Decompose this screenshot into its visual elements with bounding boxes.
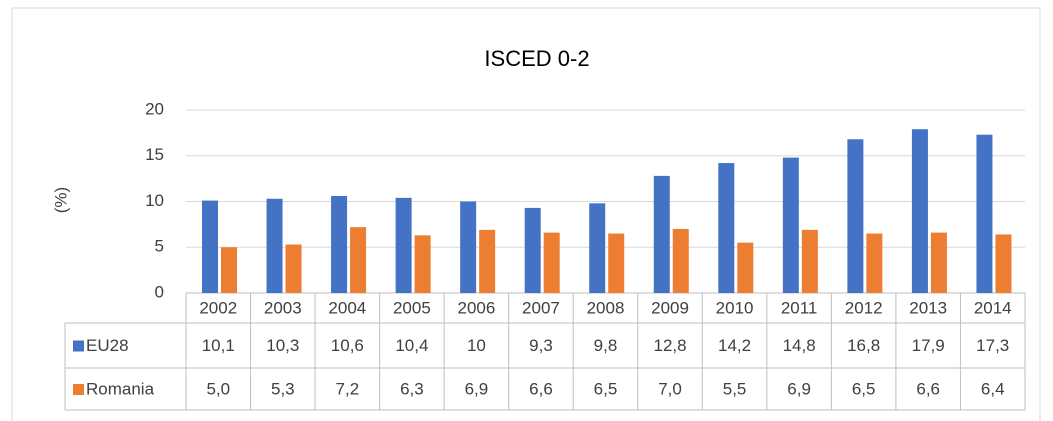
bar xyxy=(847,139,864,293)
table-value: 6,6 xyxy=(916,379,940,398)
table-value: 10,3 xyxy=(266,336,299,355)
bar xyxy=(350,227,367,293)
bar xyxy=(479,229,496,293)
bar xyxy=(266,198,283,293)
table-value: 14,8 xyxy=(783,336,816,355)
bar xyxy=(285,244,302,293)
y-tick-label: 0 xyxy=(155,282,164,301)
table-value: 6,9 xyxy=(787,379,811,398)
table-value: 10,4 xyxy=(395,336,428,355)
y-axis-label: (%) xyxy=(51,187,70,213)
x-tick-label: 2009 xyxy=(651,298,689,317)
legend-swatch xyxy=(73,340,84,352)
chart-title: ISCED 0-2 xyxy=(484,46,589,71)
table-value: 10,1 xyxy=(202,336,235,355)
bar xyxy=(976,134,993,293)
table-value: 9,3 xyxy=(529,336,553,355)
bar xyxy=(911,129,928,293)
table-value: 12,8 xyxy=(653,336,686,355)
x-tick-label: 2007 xyxy=(522,298,560,317)
table-value: 6,5 xyxy=(852,379,876,398)
x-tick-label: 2011 xyxy=(781,298,818,317)
bar xyxy=(782,157,799,293)
bar xyxy=(221,247,237,293)
table-value: 6,3 xyxy=(400,379,424,398)
table-value: 6,4 xyxy=(981,379,1005,398)
table-value: 17,3 xyxy=(976,336,1009,355)
table-value: 17,9 xyxy=(912,336,945,355)
x-tick-label: 2003 xyxy=(264,298,302,317)
bar xyxy=(995,234,1012,293)
bar xyxy=(608,233,625,293)
bar xyxy=(524,207,541,293)
y-tick-label: 5 xyxy=(155,237,164,256)
table-value: 5,3 xyxy=(271,379,295,398)
x-tick-label: 2008 xyxy=(587,298,625,317)
table-value: 10,6 xyxy=(331,336,364,355)
table-value: 14,2 xyxy=(718,336,751,355)
x-tick-label: 2010 xyxy=(716,298,754,317)
y-tick-label: 20 xyxy=(145,99,164,118)
x-tick-label: 2004 xyxy=(328,298,366,317)
table-value: 16,8 xyxy=(847,336,880,355)
bar xyxy=(737,242,754,293)
table-value: 6,5 xyxy=(594,379,618,398)
x-tick-label: 2006 xyxy=(458,298,496,317)
x-tick-label: 2012 xyxy=(845,298,883,317)
bar xyxy=(395,197,412,293)
bar xyxy=(866,233,883,293)
table-value: 6,9 xyxy=(465,379,489,398)
bar xyxy=(672,228,689,293)
bar xyxy=(543,232,560,293)
bar xyxy=(414,235,431,293)
table-value: 10 xyxy=(467,336,486,355)
bar xyxy=(331,196,348,293)
bar xyxy=(653,175,670,293)
table-value: 6,6 xyxy=(529,379,553,398)
bar xyxy=(801,229,818,293)
x-tick-label: 2002 xyxy=(199,298,237,317)
x-tick-label: 2005 xyxy=(393,298,431,317)
bar xyxy=(718,163,735,293)
legend-swatch xyxy=(73,384,84,395)
bar xyxy=(589,203,606,293)
bar xyxy=(460,201,477,293)
table-value: 5,0 xyxy=(206,379,230,398)
x-tick-label: 2014 xyxy=(974,298,1012,317)
bar xyxy=(202,200,218,293)
y-tick-label: 10 xyxy=(145,191,164,210)
legend-label: EU28 xyxy=(86,336,129,355)
y-tick-label: 15 xyxy=(145,145,164,164)
table-value: 5,5 xyxy=(723,379,747,398)
table-value: 7,2 xyxy=(336,379,360,398)
table-value: 7,0 xyxy=(658,379,682,398)
legend-label: Romania xyxy=(86,379,155,398)
table-value: 9,8 xyxy=(594,336,618,355)
bar xyxy=(930,232,947,293)
x-tick-label: 2013 xyxy=(909,298,947,317)
